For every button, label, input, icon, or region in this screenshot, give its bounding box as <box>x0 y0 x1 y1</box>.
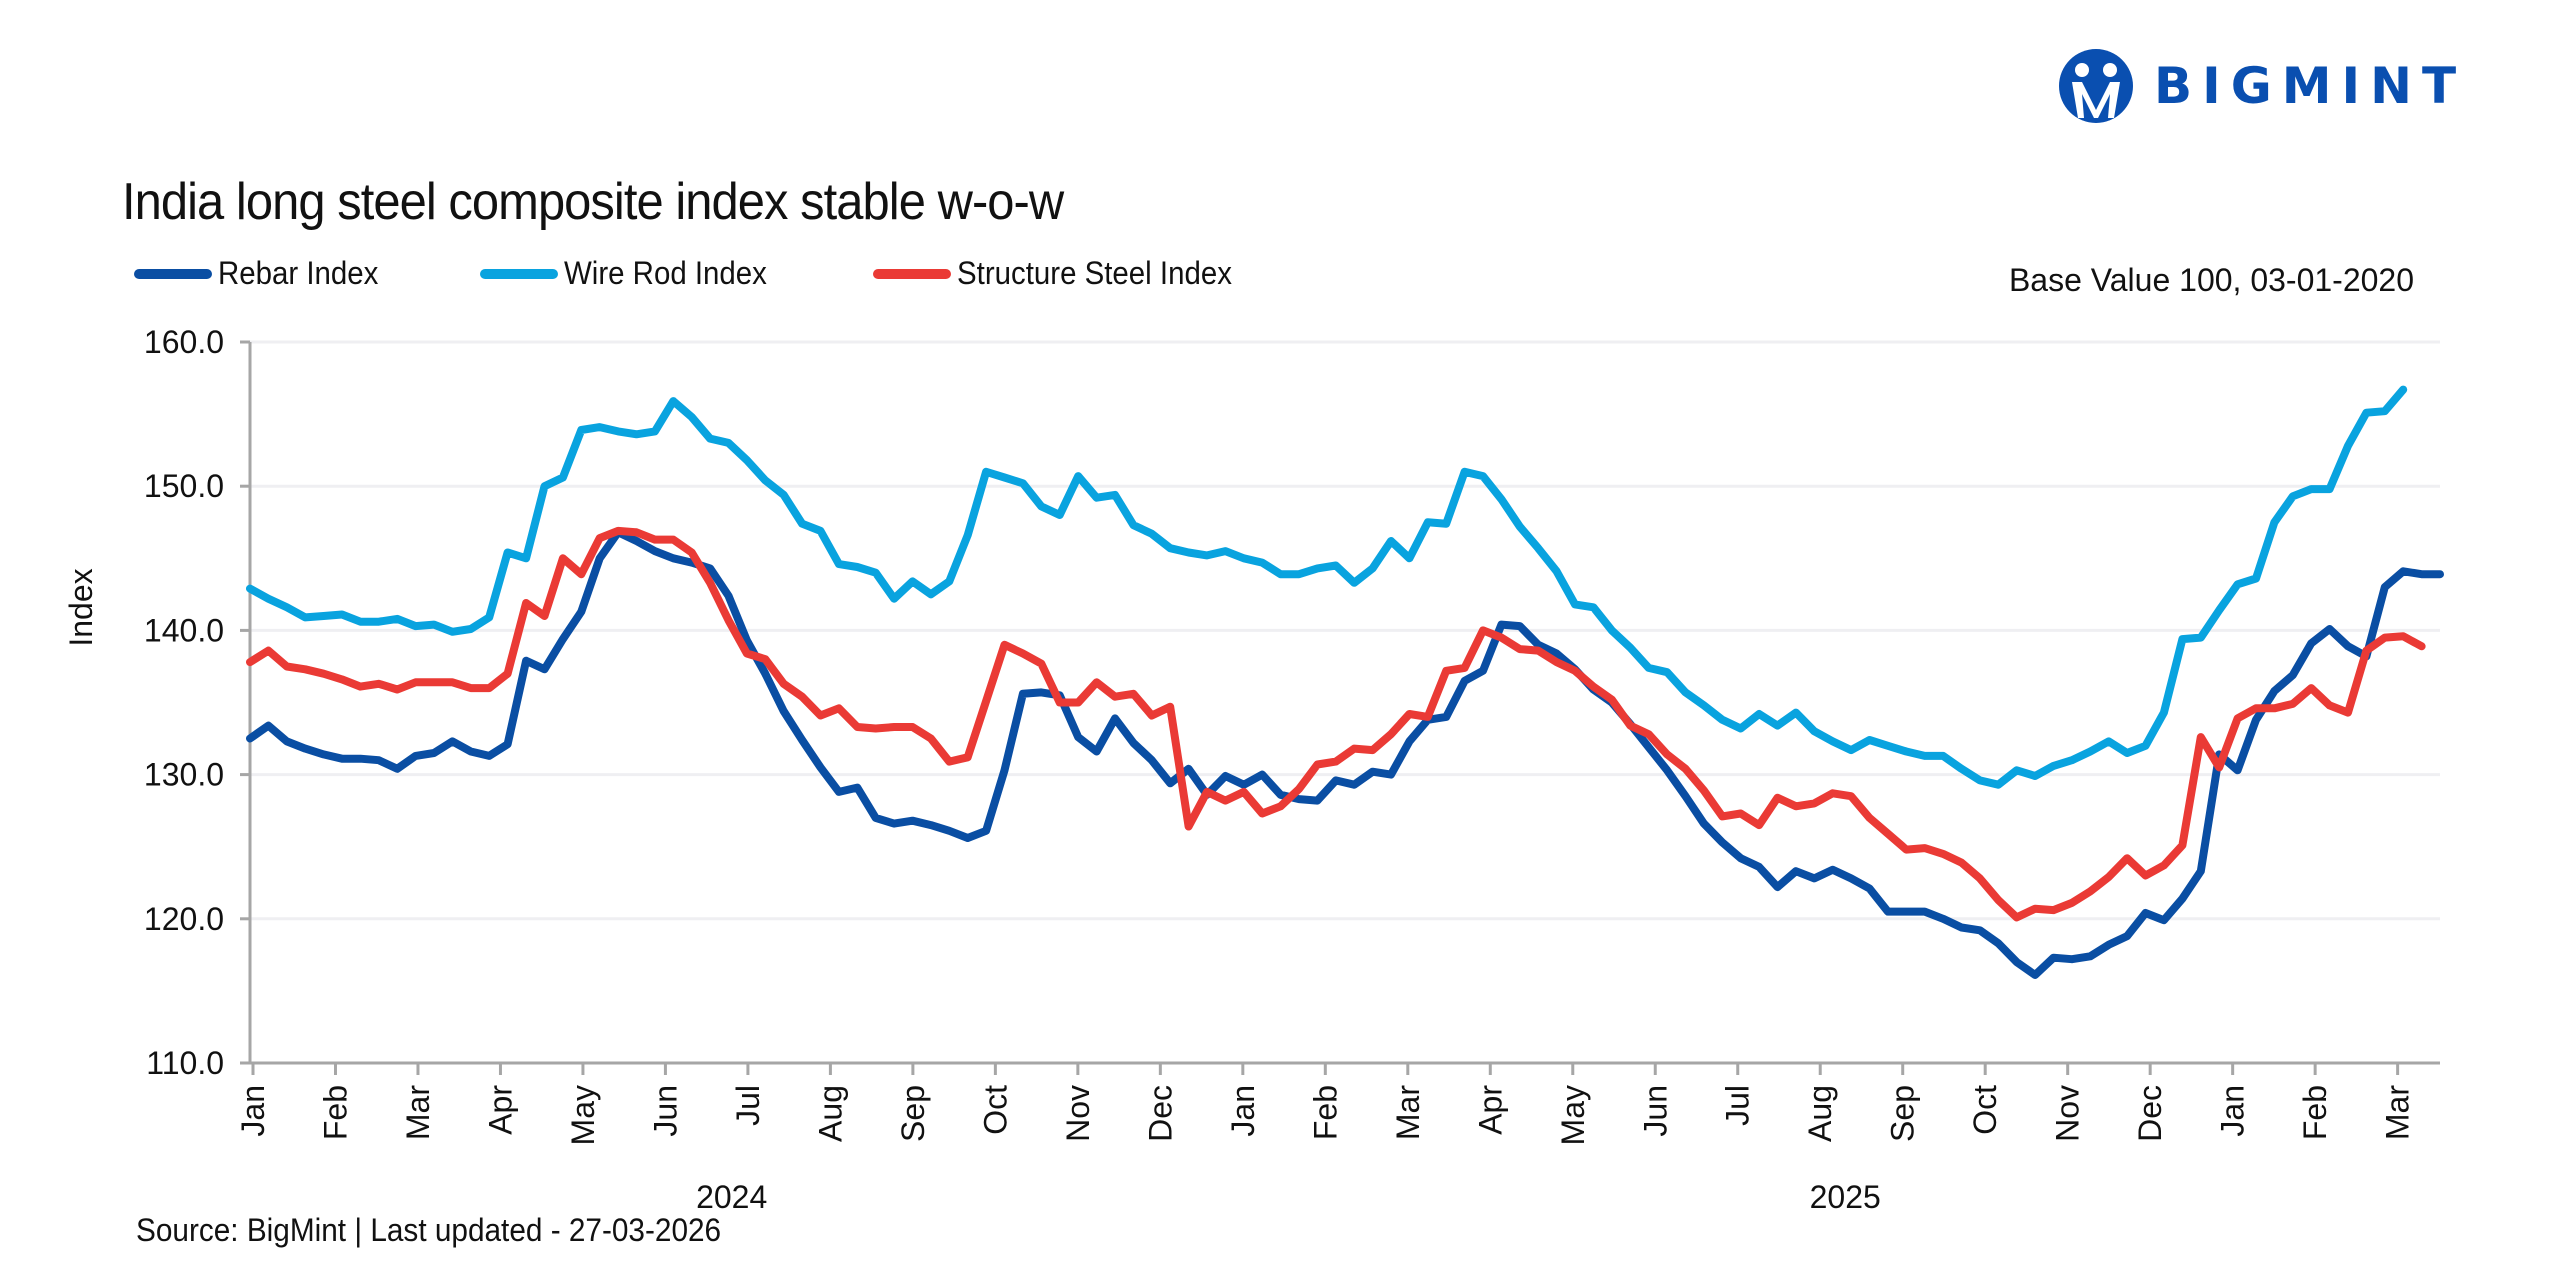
series-lines <box>246 385 2444 979</box>
y-tick-label: 140.0 <box>144 612 224 648</box>
x-tick-label: Mar <box>400 1085 436 1140</box>
gridlines <box>250 340 2440 921</box>
x-tick-label: Jun <box>1637 1085 1673 1137</box>
x-tick-label: Nov <box>2050 1085 2086 1142</box>
x-tick-label: Sep <box>1885 1085 1921 1142</box>
legend-swatch-structure-steel <box>872 268 951 279</box>
x-tick-label: Oct <box>977 1085 1013 1135</box>
brand-name: BIGMINT <box>2154 57 2467 115</box>
y-tick-label: 150.0 <box>144 468 224 504</box>
source-note: Source: BigMint | Last updated - 27-03-2… <box>136 1212 722 1248</box>
brand-logo: BIGMINT <box>2058 48 2466 124</box>
x-tick-label: Apr <box>1472 1085 1508 1135</box>
y-tick-label: 120.0 <box>144 901 224 937</box>
legend-item-rebar[interactable]: Rebar Index <box>134 255 392 292</box>
legend-item-wire-rod[interactable]: Wire Rod Index <box>480 255 785 292</box>
legend-swatch-rebar <box>134 268 212 279</box>
series-line-structure-steel-index <box>246 526 2426 922</box>
x-tick-label: Aug <box>1802 1085 1838 1142</box>
x-tick-label: Apr <box>482 1085 518 1135</box>
x-tick-label: Mar <box>2380 1085 2416 1140</box>
bigmint-logo-icon <box>2059 49 2133 123</box>
series-line-wire-rod-index <box>246 385 2408 789</box>
x-tick-label: May <box>1555 1085 1591 1145</box>
x-tick-label: Nov <box>1060 1085 1096 1142</box>
chart-title: India long steel composite index stable … <box>122 173 1064 231</box>
x-year-group-label: 2025 <box>1810 1179 1881 1215</box>
x-tick-label: Jul <box>1720 1085 1756 1126</box>
y-tick-label: 130.0 <box>144 757 224 793</box>
y-axis-title: Index <box>63 568 99 646</box>
x-tick-label: Jan <box>2215 1085 2251 1137</box>
y-ticks: 110.0 120.0 130.0 140.0 150.0 160.0 <box>144 324 250 1081</box>
y-tick-label: 110.0 <box>146 1045 224 1081</box>
x-tick-label: Dec <box>1142 1085 1178 1142</box>
chart-legend: Rebar Index Wire Rod Index Structure Ste… <box>134 255 1344 292</box>
x-ticks: Jan Feb Mar Apr May Jun Jul Aug Sep Oct Nov Dec Jan F… <box>235 1063 2416 1145</box>
x-tick-label: May <box>565 1085 601 1145</box>
x-tick-label: Feb <box>1307 1085 1343 1140</box>
legend-swatch-wire-rod <box>480 268 559 279</box>
x-tick-label: Jan <box>235 1085 271 1137</box>
x-tick-label: Jul <box>730 1085 766 1126</box>
axes <box>248 342 2440 1065</box>
x-tick-label: Feb <box>317 1085 353 1140</box>
legend-label-wire-rod: Wire Rod Index <box>564 255 768 291</box>
base-value-note: Base Value 100, 03-01-2020 <box>2008 262 2414 298</box>
x-tick-label: Oct <box>1967 1085 2003 1135</box>
x-tick-label: Dec <box>2132 1085 2168 1142</box>
x-tick-label: Feb <box>2297 1085 2333 1140</box>
x-year-group-label: 2024 <box>696 1179 767 1215</box>
x-tick-label: Sep <box>895 1085 931 1142</box>
legend-label-structure-steel: Structure Steel Index <box>956 255 1232 291</box>
legend-item-structure-steel[interactable]: Structure Steel Index <box>872 255 1256 292</box>
legend-label-rebar: Rebar Index <box>218 255 379 291</box>
x-tick-label: Jun <box>647 1085 683 1137</box>
y-tick-label: 160.0 <box>144 324 224 360</box>
series-line-rebar-index <box>246 528 2444 979</box>
x-tick-label: Aug <box>812 1085 848 1142</box>
x-tick-label: Jan <box>1225 1085 1261 1137</box>
x-tick-label: Mar <box>1390 1085 1426 1140</box>
x-year-groups: 2024 2025 <box>696 1179 1881 1215</box>
